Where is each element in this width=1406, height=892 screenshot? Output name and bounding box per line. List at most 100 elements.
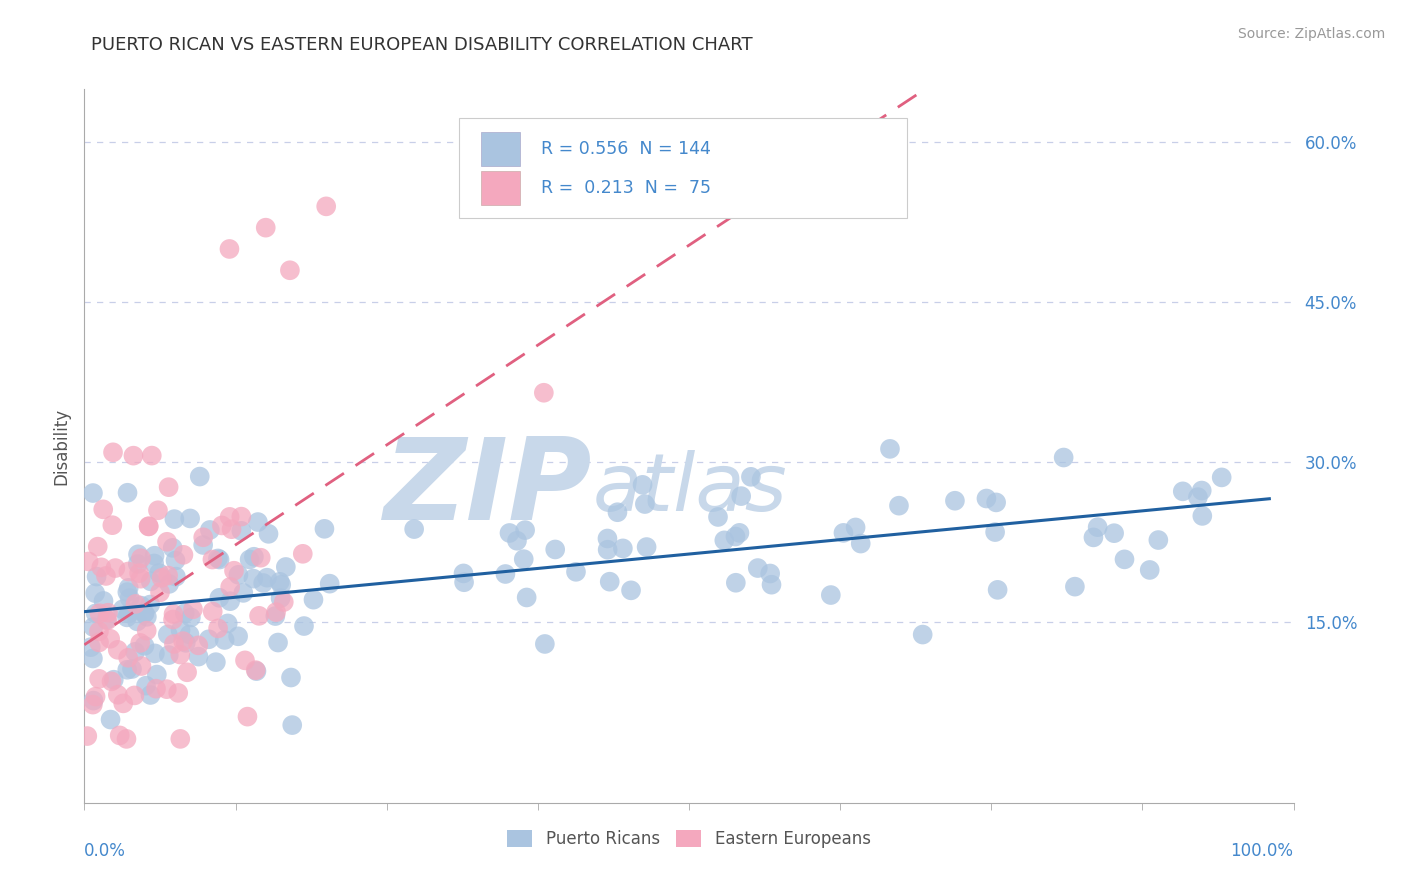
Point xyxy=(146,503,169,517)
Point xyxy=(264,605,287,619)
Point xyxy=(103,673,125,687)
Legend: Puerto Ricans, Eastern Europeans: Puerto Ricans, Eastern Europeans xyxy=(501,823,877,855)
Point xyxy=(943,493,966,508)
Point xyxy=(879,442,901,456)
Point xyxy=(1102,526,1125,541)
Point xyxy=(747,561,769,575)
Point xyxy=(149,585,172,599)
Point xyxy=(208,552,231,566)
Point xyxy=(148,566,170,580)
Point xyxy=(128,566,150,581)
Point xyxy=(162,541,184,555)
Point xyxy=(513,523,536,537)
Point xyxy=(1211,470,1233,484)
Point xyxy=(157,568,180,582)
Point xyxy=(257,526,280,541)
Point xyxy=(565,565,588,579)
Point xyxy=(205,655,228,669)
Point xyxy=(534,637,557,651)
Point xyxy=(80,640,103,655)
Point xyxy=(101,445,124,459)
Point xyxy=(599,574,621,589)
Point xyxy=(138,519,160,533)
Point xyxy=(596,542,619,557)
Point xyxy=(197,632,219,647)
Point xyxy=(139,598,162,612)
Point xyxy=(82,693,104,707)
Point xyxy=(117,485,139,500)
Point xyxy=(84,607,107,621)
Point xyxy=(101,518,124,533)
Point xyxy=(107,643,129,657)
Point xyxy=(533,385,555,400)
Point xyxy=(84,690,107,704)
Point xyxy=(124,645,146,659)
Point xyxy=(163,637,186,651)
Point xyxy=(191,538,214,552)
FancyBboxPatch shape xyxy=(460,118,907,218)
Point xyxy=(180,610,202,624)
Text: ZIP: ZIP xyxy=(384,434,592,544)
Point xyxy=(107,688,129,702)
Point xyxy=(179,511,201,525)
Point xyxy=(117,585,139,599)
Point xyxy=(134,606,156,620)
Point xyxy=(181,602,204,616)
Point xyxy=(246,515,269,529)
Point xyxy=(267,635,290,649)
Point xyxy=(193,530,215,544)
Point xyxy=(157,577,180,591)
Point xyxy=(129,599,152,613)
Point xyxy=(761,577,783,591)
Point xyxy=(404,522,426,536)
Point xyxy=(156,627,179,641)
Point xyxy=(280,671,302,685)
Point xyxy=(713,533,735,548)
Point xyxy=(98,632,121,646)
Point xyxy=(127,547,149,561)
Point xyxy=(89,606,111,620)
Point xyxy=(620,583,643,598)
Point xyxy=(156,534,179,549)
Point xyxy=(1064,580,1087,594)
Point xyxy=(118,591,141,606)
Point xyxy=(911,627,934,641)
Point xyxy=(129,572,152,586)
Point xyxy=(77,554,100,568)
Point xyxy=(188,469,211,483)
Point xyxy=(82,698,104,712)
Point xyxy=(314,522,336,536)
Point xyxy=(987,582,1010,597)
Point xyxy=(1083,530,1105,544)
Point xyxy=(232,586,254,600)
Point xyxy=(239,552,262,566)
Point xyxy=(134,607,156,621)
Point xyxy=(173,606,195,620)
Point xyxy=(115,610,138,624)
Point xyxy=(249,550,271,565)
Point xyxy=(172,548,194,562)
Point xyxy=(612,541,634,556)
Point xyxy=(146,667,169,681)
Point xyxy=(118,607,141,621)
Bar xyxy=(481,170,520,205)
Point xyxy=(820,588,842,602)
Point xyxy=(76,729,98,743)
Point xyxy=(100,713,122,727)
Point xyxy=(169,648,191,662)
Point xyxy=(124,597,146,611)
Point xyxy=(129,551,152,566)
Point xyxy=(631,478,654,492)
Point xyxy=(207,551,229,566)
Point xyxy=(222,564,245,578)
Point xyxy=(100,674,122,689)
Point xyxy=(187,638,209,652)
Point xyxy=(453,566,475,581)
Point xyxy=(1147,533,1170,547)
Point xyxy=(984,525,1007,540)
Point xyxy=(117,565,139,579)
Point xyxy=(84,586,107,600)
Point xyxy=(162,607,184,621)
Text: 100.0%: 100.0% xyxy=(1230,842,1294,860)
Point xyxy=(231,509,253,524)
